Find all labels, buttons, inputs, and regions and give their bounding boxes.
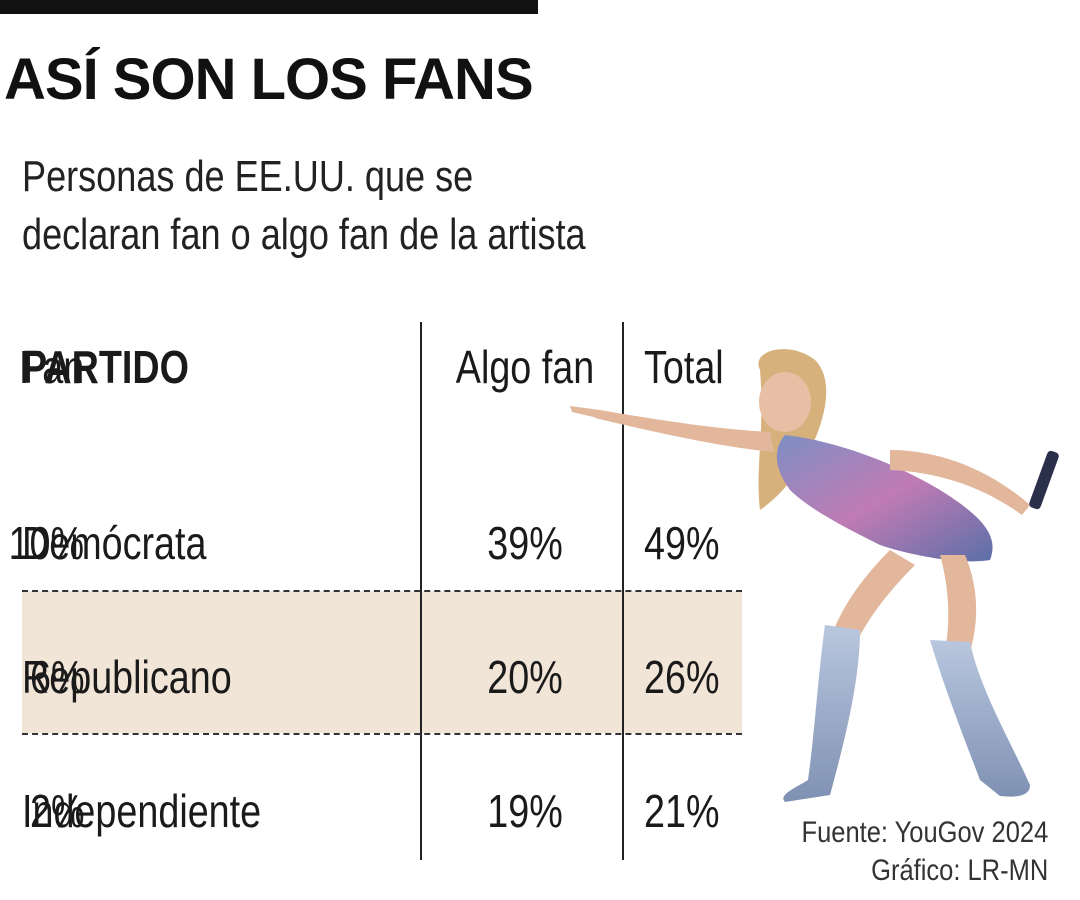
credit-text: Gráfico: LR-MN <box>870 854 1048 887</box>
source-note: Fuente: YouGov 2024 Gráfico: LR-MN <box>801 814 1048 890</box>
row-divider-2 <box>22 733 742 735</box>
row-democrata-algo-fan: 39% <box>487 517 563 569</box>
row-independiente-total: 21% <box>644 785 720 837</box>
header-fan: Fan <box>19 341 84 393</box>
row-republicano-fan: 6% <box>29 651 84 703</box>
row-democrata-fan: 10% <box>8 517 84 569</box>
row-democrata-total: 49% <box>644 517 720 569</box>
chart-title: ASÍ SON LOS FANS <box>4 47 534 112</box>
row-democrata-party: Demócrata <box>22 517 207 569</box>
source-text: Fuente: YouGov 2024 <box>801 816 1048 849</box>
top-rule <box>0 0 538 14</box>
subtitle-line-1: Personas de EE.UU. que se <box>22 152 474 201</box>
row-divider-1 <box>22 590 742 592</box>
row-independiente-fan: 2% <box>29 785 84 837</box>
row-independiente-algo-fan: 19% <box>487 785 563 837</box>
performer-illustration <box>570 349 1059 802</box>
row-republicano-party: Republicano <box>22 651 232 703</box>
header-algo-fan: Algo fan <box>455 341 595 393</box>
row-independiente-party: Independiente <box>22 785 262 837</box>
row-republicano-algo-fan: 20% <box>487 651 563 703</box>
header-partido: PARTIDO <box>22 341 189 393</box>
fans-table: PARTIDO Fan Algo fan Total Demócrata 10%… <box>8 322 742 860</box>
row-republicano-total: 26% <box>644 651 720 703</box>
header-total: Total <box>644 341 724 393</box>
subtitle-line-2: declaran fan o algo fan de la artista <box>22 210 586 259</box>
chart-subtitle: Personas de EE.UU. que se declaran fan o… <box>22 148 596 264</box>
